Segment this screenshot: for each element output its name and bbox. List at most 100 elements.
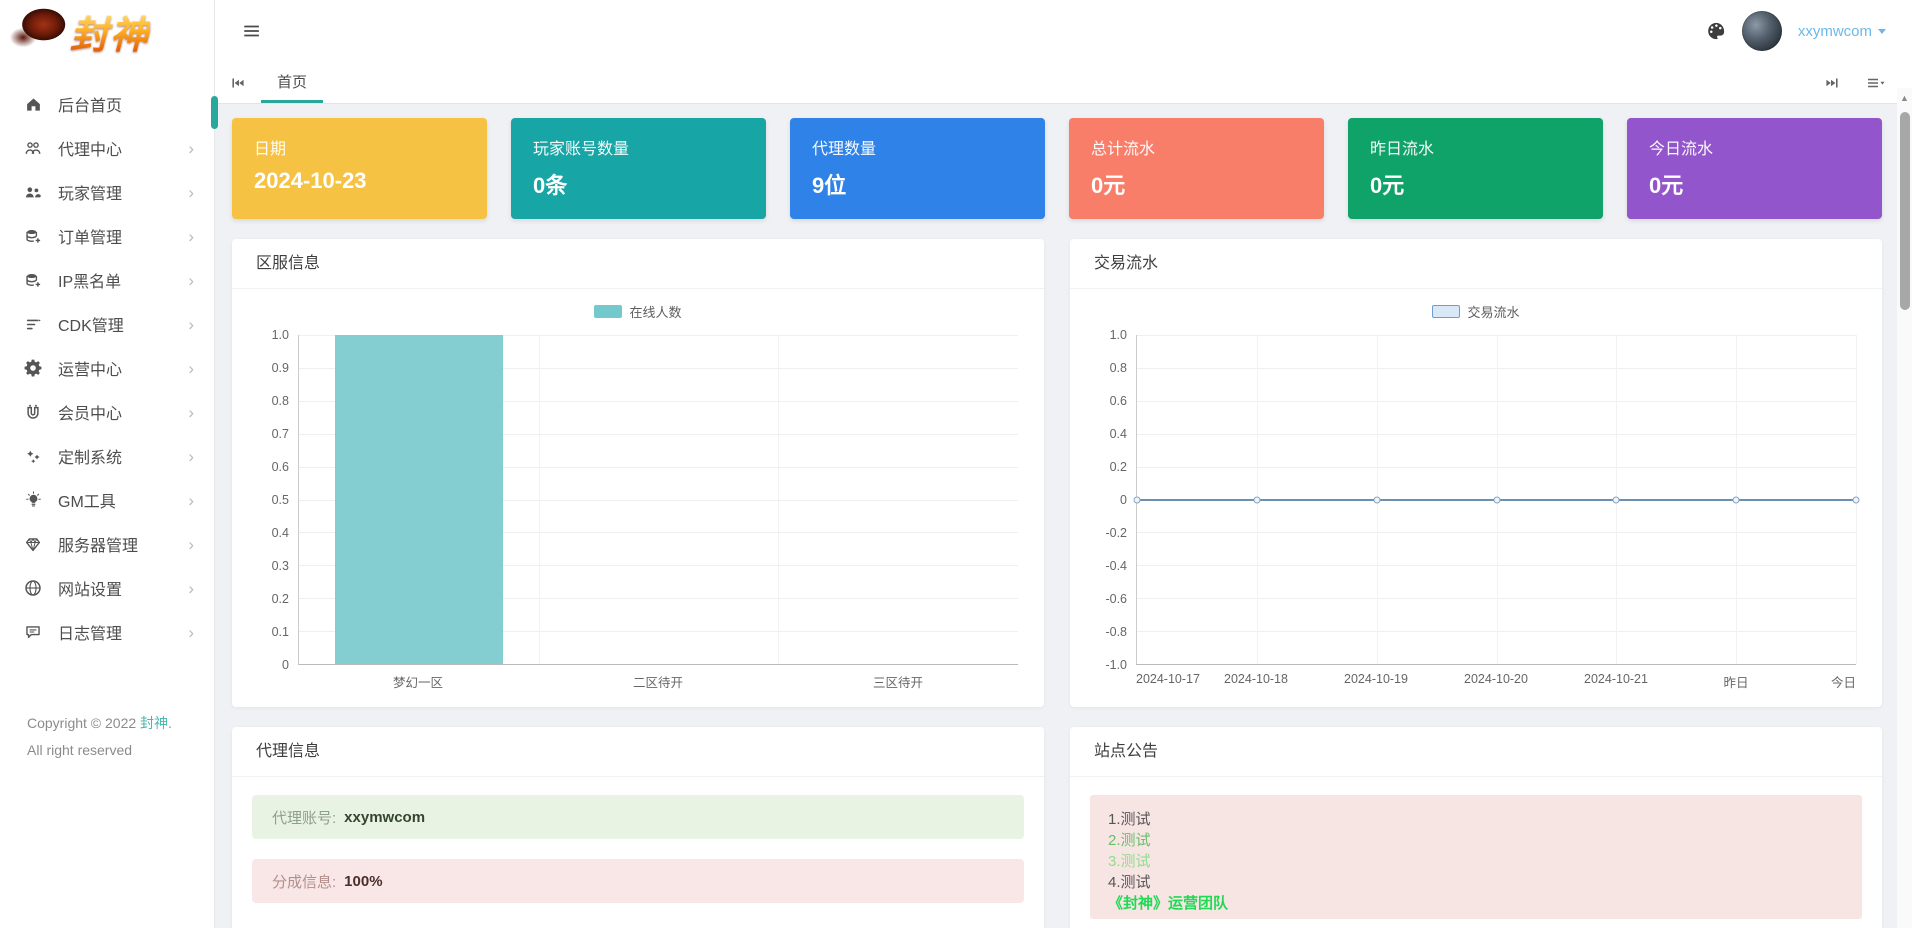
stat-card-title: 今日流水 [1649,141,1714,158]
sidebar-item-label: 后台首页 [58,98,123,115]
sidebar-item-ip-blacklist[interactable]: IP黑名单 › [0,258,214,302]
chevron-right-icon: › [188,314,194,334]
sidebar-nav: 后台首页 代理中心 › 玩家管理 › 订单管理 › IP黑名单 › CDK管理 › 运营中心 › 会员中心… [0,82,214,654]
logo-title: 封神 [70,4,150,59]
x-axis: 2024-10-17 2024-10-18 2024-10-19 2024-10-20… [1136,665,1856,691]
globe-icon [23,578,43,598]
data-point [1133,496,1141,503]
user-menu[interactable]: xxymwcom [1798,23,1886,40]
agent-row-label: 分成信息: [272,873,337,891]
chevron-right-icon: › [188,534,194,554]
sidebar-item-dashboard[interactable]: 后台首页 [0,82,214,126]
active-tab-accent [211,96,218,129]
panel-title-trade-flow: 交易流水 [1070,239,1882,289]
panel-server-info: 区服信息 在线人数 1.0 0.9 0.8 0.7 0.6 0.5 0.4 0.3 0.2 0.1 0… [232,239,1044,707]
sidebar-item-operation-center[interactable]: 运营中心 › [0,346,214,390]
gem-icon [23,534,43,554]
y-tick-label: 0.3 [271,559,289,573]
plot-area [298,335,1018,665]
y-tick-label: -1.0 [1105,658,1127,672]
theme-palette-icon[interactable] [1706,21,1726,41]
x-tick-label: 三区待开 [872,676,923,690]
chevron-right-icon: › [188,402,194,422]
stat-card-date: 日期 2024-10-23 [232,118,487,219]
x-tick-label: 昨日 [1723,676,1749,690]
sidebar-item-player-manage[interactable]: 玩家管理 › [0,170,214,214]
stat-card-total-flow: 总计流水 0元 [1069,118,1324,219]
sidebar-item-site-settings[interactable]: 网站设置 › [0,566,214,610]
sidebar-item-member-center[interactable]: 会员中心 › [0,390,214,434]
chevron-right-icon: › [188,490,194,510]
sidebar-item-agent-center[interactable]: 代理中心 › [0,126,214,170]
tab-home-label: 首页 [277,73,308,91]
sidebar-item-label: 会员中心 [58,406,123,423]
legend-label: 交易流水 [1467,304,1520,320]
y-tick-label: 0.5 [271,493,289,507]
legend-swatch [1432,304,1461,318]
stat-card-title: 总计流水 [1091,141,1156,158]
y-tick-label: 0.4 [271,526,289,540]
panel-agent-info: 代理信息 代理账号: xxymwcom 分成信息: 100% [232,727,1044,928]
h-gridline [299,532,1018,534]
stat-card-value: 2024-10-23 [254,168,367,193]
page-scrollbar: ▲ [1897,88,1912,928]
data-point [1373,496,1381,503]
chevron-right-icon: › [188,578,194,598]
gear-icon [23,358,43,378]
chart-legend: 交易流水 [1096,299,1856,323]
y-tick-label: 0.2 [271,592,289,606]
user-avatar[interactable] [1741,11,1782,51]
panel-site-notice: 站点公告 1.测试 2.测试 3.测试 4.测试 《封神》运营团队 [1070,727,1882,928]
tab-home[interactable]: 首页 [261,62,324,103]
tab-options-menu-icon[interactable] [1866,75,1886,91]
caret-down-icon [1878,28,1886,34]
sidebar-item-custom-system[interactable]: 定制系统 › [0,434,214,478]
chevron-right-icon: › [188,622,194,642]
menu-toggle-icon[interactable] [241,22,261,40]
tab-scroll-left-icon[interactable] [215,62,261,103]
stat-card-player-accounts: 玩家账号数量 0条 [511,118,766,219]
logo-beast-image [4,4,68,58]
scroll-up-icon[interactable]: ▲ [1900,93,1909,103]
username-text: xxymwcom [1797,22,1872,40]
stat-card-value: 0元 [1370,173,1405,198]
sidebar-item-server-manage[interactable]: 服务器管理 › [0,522,214,566]
data-point [1852,496,1860,503]
stat-card-value: 0元 [1091,173,1126,198]
y-tick-label: 0.2 [1109,460,1127,474]
h-gridline [299,631,1018,633]
y-tick-label: 0.6 [1109,394,1127,408]
agent-row-value: 100% [344,872,383,890]
database-icon [23,270,43,290]
x-tick-label: 2024-10-18 [1224,672,1288,686]
y-tick-label: -0.4 [1105,559,1127,573]
agent-info-row-1: 代理账号: xxymwcom [252,795,1024,839]
notice-line: 1.测试 [1108,811,1151,828]
y-tick-label: 0.4 [1109,427,1127,441]
stat-card-title: 代理数量 [812,141,877,158]
filter-icon [23,314,43,334]
legend-item[interactable]: 交易流水 [1432,302,1520,321]
y-tick-label: 0.9 [271,361,289,375]
sidebar-item-order-manage[interactable]: 订单管理 › [0,214,214,258]
sidebar-item-log-manage[interactable]: 日志管理 › [0,610,214,654]
h-gridline [299,499,1018,501]
scrollbar-thumb[interactable] [1899,112,1910,310]
site-notice-box: 1.测试 2.测试 3.测试 4.测试 《封神》运营团队 [1090,795,1862,919]
bulb-icon [23,490,43,510]
h-gridline [299,598,1018,600]
sidebar-item-label: 服务器管理 [58,538,139,555]
app-logo[interactable]: 封神 [0,0,214,62]
panel-trade-flow: 交易流水 交易流水 1.0 0.8 0.6 0.4 0.2 0 -0.2 -0.4 -0.6 -0.… [1070,239,1882,707]
legend-item[interactable]: 在线人数 [594,302,682,321]
sidebar-item-cdk-manage[interactable]: CDK管理 › [0,302,214,346]
copyright-brand: 封神 [140,715,169,731]
h-gridline [299,400,1018,402]
sidebar-item-gm-tools[interactable]: GM工具 › [0,478,214,522]
tab-scroll-right-icon[interactable] [1824,75,1840,91]
stat-card-value: 0元 [1649,173,1684,198]
y-tick-label: 0.8 [1109,361,1127,375]
magnet-icon [23,402,43,422]
server-info-chart: 在线人数 1.0 0.9 0.8 0.7 0.6 0.5 0.4 0.3 0.2 0.1 0 梦幻一区 二… [232,289,1044,691]
x-tick-label: 2024-10-21 [1584,672,1648,686]
